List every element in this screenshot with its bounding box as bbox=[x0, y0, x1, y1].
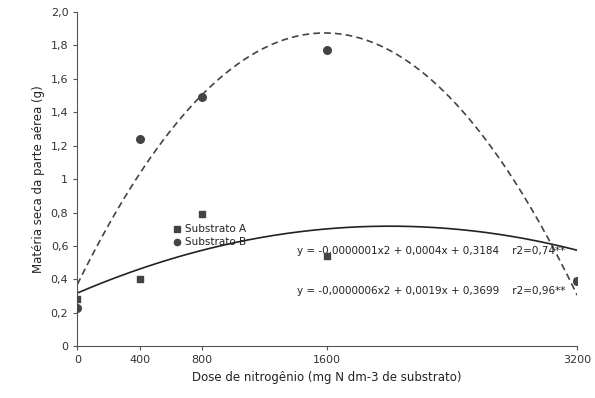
Text: y = -0,0000006x2 + 0,0019x + 0,3699    r2=0,96**: y = -0,0000006x2 + 0,0019x + 0,3699 r2=0… bbox=[298, 286, 566, 296]
Point bbox=[135, 276, 145, 283]
Y-axis label: Matéria seca da parte aérea (g): Matéria seca da parte aérea (g) bbox=[32, 85, 45, 273]
Point bbox=[73, 304, 82, 311]
X-axis label: Dose de nitrogênio (mg N dm-3 de substrato): Dose de nitrogênio (mg N dm-3 de substra… bbox=[193, 371, 462, 384]
Point bbox=[572, 278, 582, 284]
Text: y = -0,0000001x2 + 0,0004x + 0,3184    r2=0,74**: y = -0,0000001x2 + 0,0004x + 0,3184 r2=0… bbox=[298, 246, 565, 256]
Point bbox=[572, 278, 582, 284]
Point bbox=[73, 296, 82, 302]
Point bbox=[322, 253, 332, 259]
Point bbox=[135, 136, 145, 142]
Point bbox=[322, 47, 332, 54]
Point bbox=[198, 211, 207, 217]
Point bbox=[198, 94, 207, 100]
Legend: Substrato A, Substrato B: Substrato A, Substrato B bbox=[173, 224, 246, 248]
